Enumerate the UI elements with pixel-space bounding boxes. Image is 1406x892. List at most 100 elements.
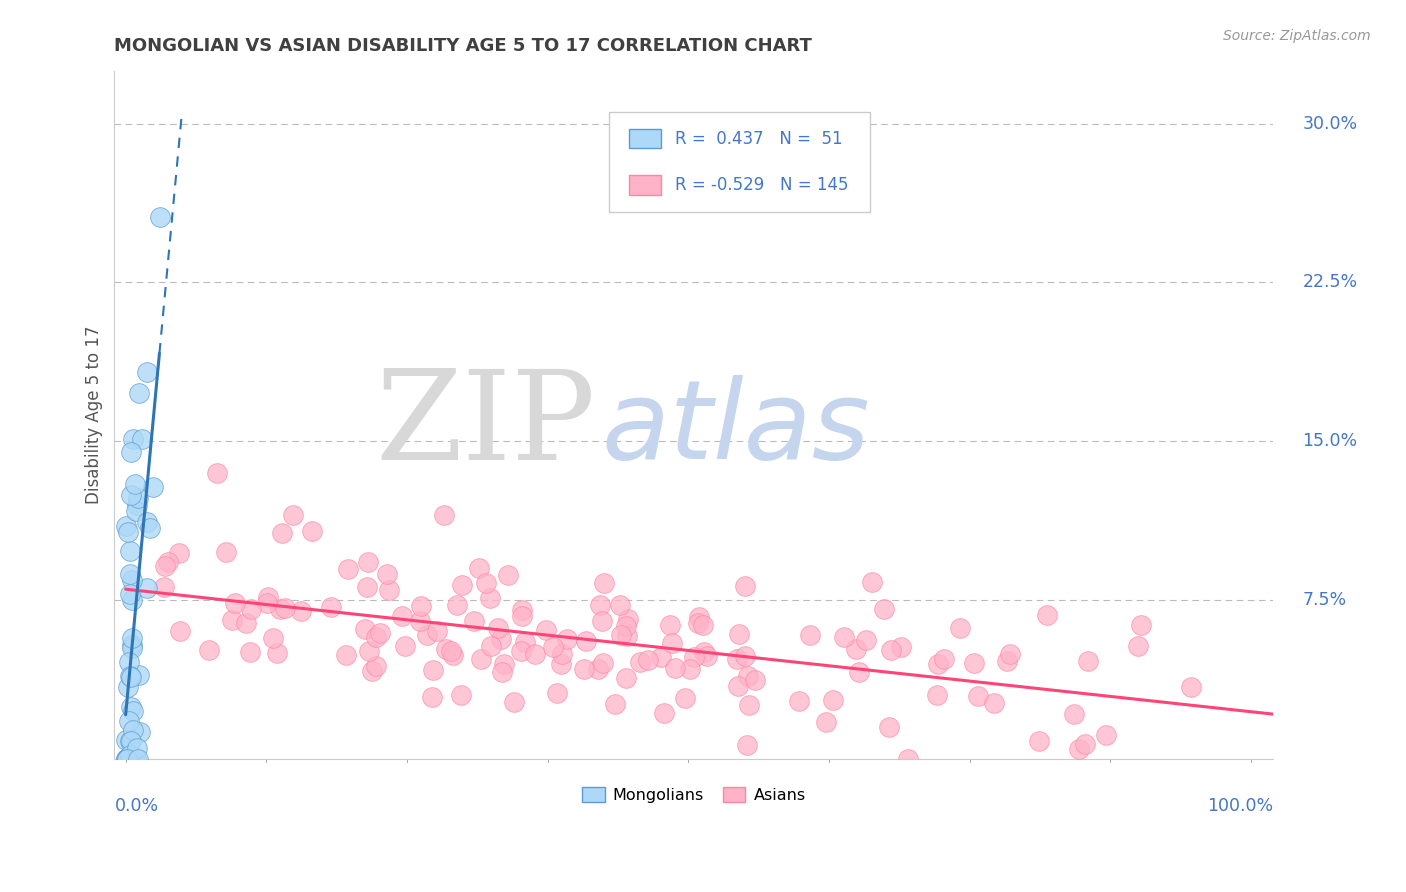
Point <box>614 619 637 633</box>
Point <box>377 566 399 581</box>
Y-axis label: Disability Age 5 to 17: Disability Age 5 to 17 <box>86 326 103 504</box>
Point <box>463 614 485 628</box>
Point <box>1067 742 1090 756</box>
Point <box>409 614 432 628</box>
Point <box>120 587 142 601</box>
Point <box>337 562 360 576</box>
Point <box>361 664 384 678</box>
Point <box>269 601 291 615</box>
Point <box>536 623 558 637</box>
Point <box>1028 733 1050 747</box>
Point <box>474 575 496 590</box>
Point <box>441 648 464 662</box>
Text: 22.5%: 22.5% <box>1302 274 1358 292</box>
Point <box>496 568 519 582</box>
Point <box>735 738 758 752</box>
Legend: Mongolians, Asians: Mongolians, Asians <box>576 780 811 809</box>
Point <box>125 504 148 518</box>
Point <box>628 655 651 669</box>
Point <box>426 624 449 639</box>
Point <box>479 639 502 653</box>
Point <box>117 655 139 669</box>
Point <box>198 643 221 657</box>
Point <box>122 723 145 737</box>
Point <box>281 508 304 523</box>
Point <box>855 633 877 648</box>
Point <box>470 652 492 666</box>
Text: R = -0.529   N = 145: R = -0.529 N = 145 <box>675 176 849 194</box>
Point <box>450 688 472 702</box>
Point <box>592 575 614 590</box>
FancyBboxPatch shape <box>609 112 870 211</box>
Point <box>1095 728 1118 742</box>
Point <box>391 609 413 624</box>
Point <box>1077 654 1099 668</box>
Point <box>591 614 613 628</box>
Point <box>925 688 948 702</box>
Point <box>207 466 229 480</box>
Point <box>127 752 149 766</box>
Point <box>262 631 284 645</box>
Point <box>239 645 262 659</box>
Point <box>378 582 401 597</box>
Point <box>115 519 138 533</box>
Point <box>169 624 191 638</box>
Point <box>787 694 810 708</box>
Text: MONGOLIAN VS ASIAN DISABILITY AGE 5 TO 17 CORRELATION CHART: MONGOLIAN VS ASIAN DISABILITY AGE 5 TO 1… <box>114 37 813 55</box>
Point <box>139 520 162 534</box>
Point <box>409 599 432 613</box>
Point <box>266 646 288 660</box>
Point <box>880 643 903 657</box>
Point <box>118 714 141 729</box>
Point <box>224 596 246 610</box>
Point <box>121 432 143 446</box>
Point <box>153 558 176 573</box>
Point <box>617 612 640 626</box>
Point <box>115 752 138 766</box>
Point <box>877 721 900 735</box>
Point <box>120 752 142 766</box>
Point <box>221 613 243 627</box>
Point <box>551 648 574 662</box>
FancyBboxPatch shape <box>628 176 661 194</box>
Point <box>589 598 612 612</box>
Point <box>124 477 146 491</box>
Point <box>128 386 150 401</box>
Point <box>588 661 610 675</box>
Point <box>1063 706 1085 721</box>
Point <box>290 604 312 618</box>
Point <box>661 636 683 650</box>
Point <box>422 664 444 678</box>
Point <box>356 580 378 594</box>
Point <box>659 618 682 632</box>
Point <box>115 752 138 766</box>
Point <box>609 599 631 613</box>
Point <box>737 668 759 682</box>
Point <box>167 546 190 560</box>
Point <box>129 725 152 739</box>
Point <box>963 656 986 670</box>
Point <box>614 671 637 685</box>
Point <box>814 714 837 729</box>
Text: Source: ZipAtlas.com: Source: ZipAtlas.com <box>1223 29 1371 43</box>
Text: 30.0%: 30.0% <box>1302 115 1358 133</box>
Point <box>734 649 756 664</box>
Point <box>995 654 1018 668</box>
Point <box>523 647 546 661</box>
Point <box>433 508 456 523</box>
Text: 15.0%: 15.0% <box>1302 433 1358 450</box>
Point <box>354 622 377 636</box>
Text: 7.5%: 7.5% <box>1302 591 1347 609</box>
Point <box>541 640 564 654</box>
Point <box>592 656 614 670</box>
Point <box>728 627 751 641</box>
Point <box>491 665 513 679</box>
Point <box>546 686 568 700</box>
Point <box>142 480 165 494</box>
Point <box>1036 607 1059 622</box>
Point <box>664 661 686 675</box>
Point <box>153 580 176 594</box>
Point <box>934 652 956 666</box>
Point <box>115 752 138 766</box>
Text: 100.0%: 100.0% <box>1208 797 1274 814</box>
